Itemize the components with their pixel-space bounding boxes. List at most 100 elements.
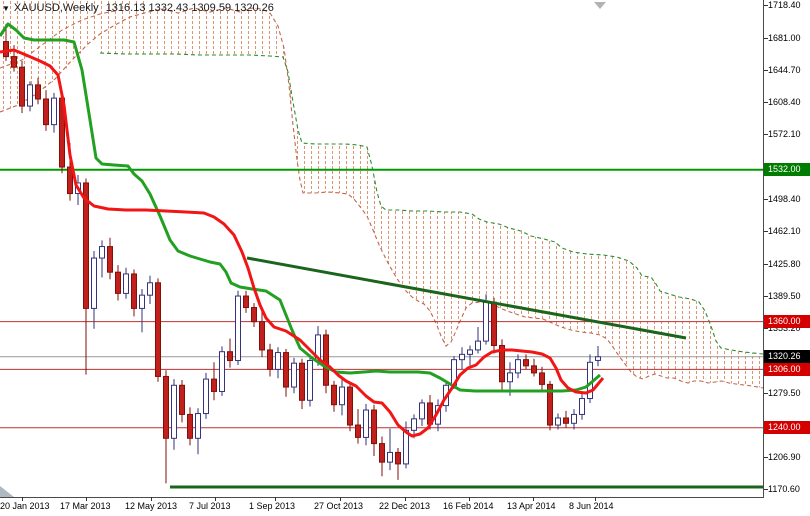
candlestick-bar (91, 250, 97, 329)
price-tick-label: 1425.80 (768, 258, 801, 269)
candlestick-bar (147, 275, 153, 304)
date-tick-label: 1 Sep 2013 (249, 501, 296, 511)
price-tick-mark (764, 295, 768, 297)
candlestick-bar (35, 77, 41, 105)
price-tick-label: 1498.40 (768, 194, 801, 205)
time-tick-mark (22, 497, 23, 501)
candlestick-bar (163, 370, 169, 484)
candlestick-bar (243, 290, 249, 313)
time-tick-mark (215, 497, 216, 501)
candlestick-bar (203, 372, 209, 419)
candlestick-bar (363, 403, 369, 446)
chart-shift-marker-icon[interactable] (594, 2, 606, 9)
price-level-label: 1360.00 (764, 315, 810, 329)
candlestick-bar (563, 410, 569, 428)
price-tick-mark (764, 102, 768, 104)
candlestick-bar (355, 409, 361, 444)
price-tick-label: 1206.90 (768, 451, 801, 462)
price-plot[interactable] (0, 0, 763, 497)
date-tick-label: 17 Mar 2013 (60, 501, 111, 511)
candlestick-bar (331, 380, 337, 412)
ohlc-values: 1316.13 1332.43 1309.59 1320.26 (105, 2, 274, 14)
candlestick-bar (99, 240, 105, 278)
candlestick-bar (395, 448, 401, 480)
candlestick-bar (123, 267, 129, 299)
price-tick-mark (764, 327, 768, 329)
ichimoku-cloud (95, 8, 763, 388)
date-tick-label: 27 Oct 2013 (314, 501, 364, 511)
candlestick-bar (27, 81, 33, 112)
date-tick-label: 22 Dec 2013 (379, 501, 431, 511)
candlestick-bar (187, 407, 193, 446)
price-tick-label: 1644.70 (768, 65, 801, 76)
time-tick-mark (275, 497, 276, 501)
price-tick-label: 1572.10 (768, 129, 801, 140)
date-tick-label: 20 Jan 2013 (0, 501, 50, 511)
candlestick-bar (347, 382, 353, 432)
candlestick-bar (83, 178, 89, 375)
price-tick-label: 1608.40 (768, 97, 801, 108)
candlestick-bar (219, 346, 225, 396)
candlestick-bar (371, 404, 377, 456)
price-tick-label: 1462.10 (768, 226, 801, 237)
candlestick-bar (43, 90, 49, 131)
candlestick-bar (475, 326, 481, 354)
candlestick-bar (267, 343, 273, 377)
slow-ma-line (0, 22, 601, 393)
candlestick-bar (579, 393, 585, 420)
candlestick-bar (419, 399, 425, 426)
candlestick-bar (491, 297, 497, 354)
date-tick-label: 8 Jun 2014 (569, 501, 614, 511)
candlestick-bar (3, 23, 9, 62)
candlestick-bar (379, 436, 385, 477)
candlestick-bar (539, 366, 545, 390)
time-axis[interactable]: 20 Jan 2013 17 Mar 2013 12 May 2013 7 Jul 2… (0, 497, 810, 516)
fast-ma-line (0, 48, 605, 438)
candlestick-bar (499, 339, 505, 390)
candlestick-bar (283, 349, 289, 397)
candlestick-bar (19, 61, 25, 114)
trendline[interactable] (246, 256, 687, 340)
candlestick-bar (531, 358, 537, 377)
price-tick-label: 1718.40 (768, 0, 801, 10)
time-tick-mark (340, 497, 341, 501)
price-level-label: 1320.26 (764, 350, 810, 364)
price-tick-label: 1170.60 (768, 484, 800, 494)
price-tick-label: 1389.50 (768, 290, 801, 301)
price-tick-mark (764, 489, 768, 490)
senkou-span-a-line (99, 52, 763, 355)
candlestick-bar (523, 354, 529, 370)
candlestick-bar (291, 357, 297, 394)
candlestick-bar (131, 269, 137, 317)
time-tick-mark (533, 497, 534, 501)
time-tick-mark (86, 497, 87, 501)
candlestick-bar (179, 379, 185, 423)
scroll-corner-icon (0, 486, 14, 497)
symbol-period-label: XAUUSD,Weekly (13, 2, 99, 14)
symbol-dropdown-icon[interactable]: ▼ (2, 4, 10, 13)
price-tick-mark (764, 231, 768, 233)
candlestick-bar (587, 354, 593, 403)
time-tick-mark (405, 497, 406, 501)
time-tick-mark (469, 497, 470, 501)
price-axis[interactable]: 1718.40 1681.00 1644.70 1608.40 1572.10 1498.… (764, 0, 810, 497)
candlestick-bar (171, 379, 177, 450)
candlestick-bar (107, 237, 113, 280)
date-tick-label: 12 May 2013 (125, 501, 178, 511)
candlestick-bar (155, 278, 161, 382)
candlestick-bar (595, 346, 601, 367)
senkou-span-b-line (0, 7, 763, 389)
price-tick-mark (764, 392, 768, 394)
candlestick-bar (459, 347, 465, 370)
candlestick-bar (259, 310, 265, 358)
chart-canvas[interactable]: ▼ XAUUSD,Weekly 1316.13 1332.43 1309.59 13… (0, 0, 764, 498)
price-tick-mark (764, 5, 768, 6)
time-tick-mark (151, 497, 152, 501)
candlestick-bar (515, 354, 521, 379)
candlestick-bar (139, 288, 145, 333)
candlestick-bar (467, 345, 473, 366)
candlestick-bar (571, 409, 577, 430)
candlestick-bar (339, 378, 345, 416)
price-tick-mark (764, 199, 768, 201)
